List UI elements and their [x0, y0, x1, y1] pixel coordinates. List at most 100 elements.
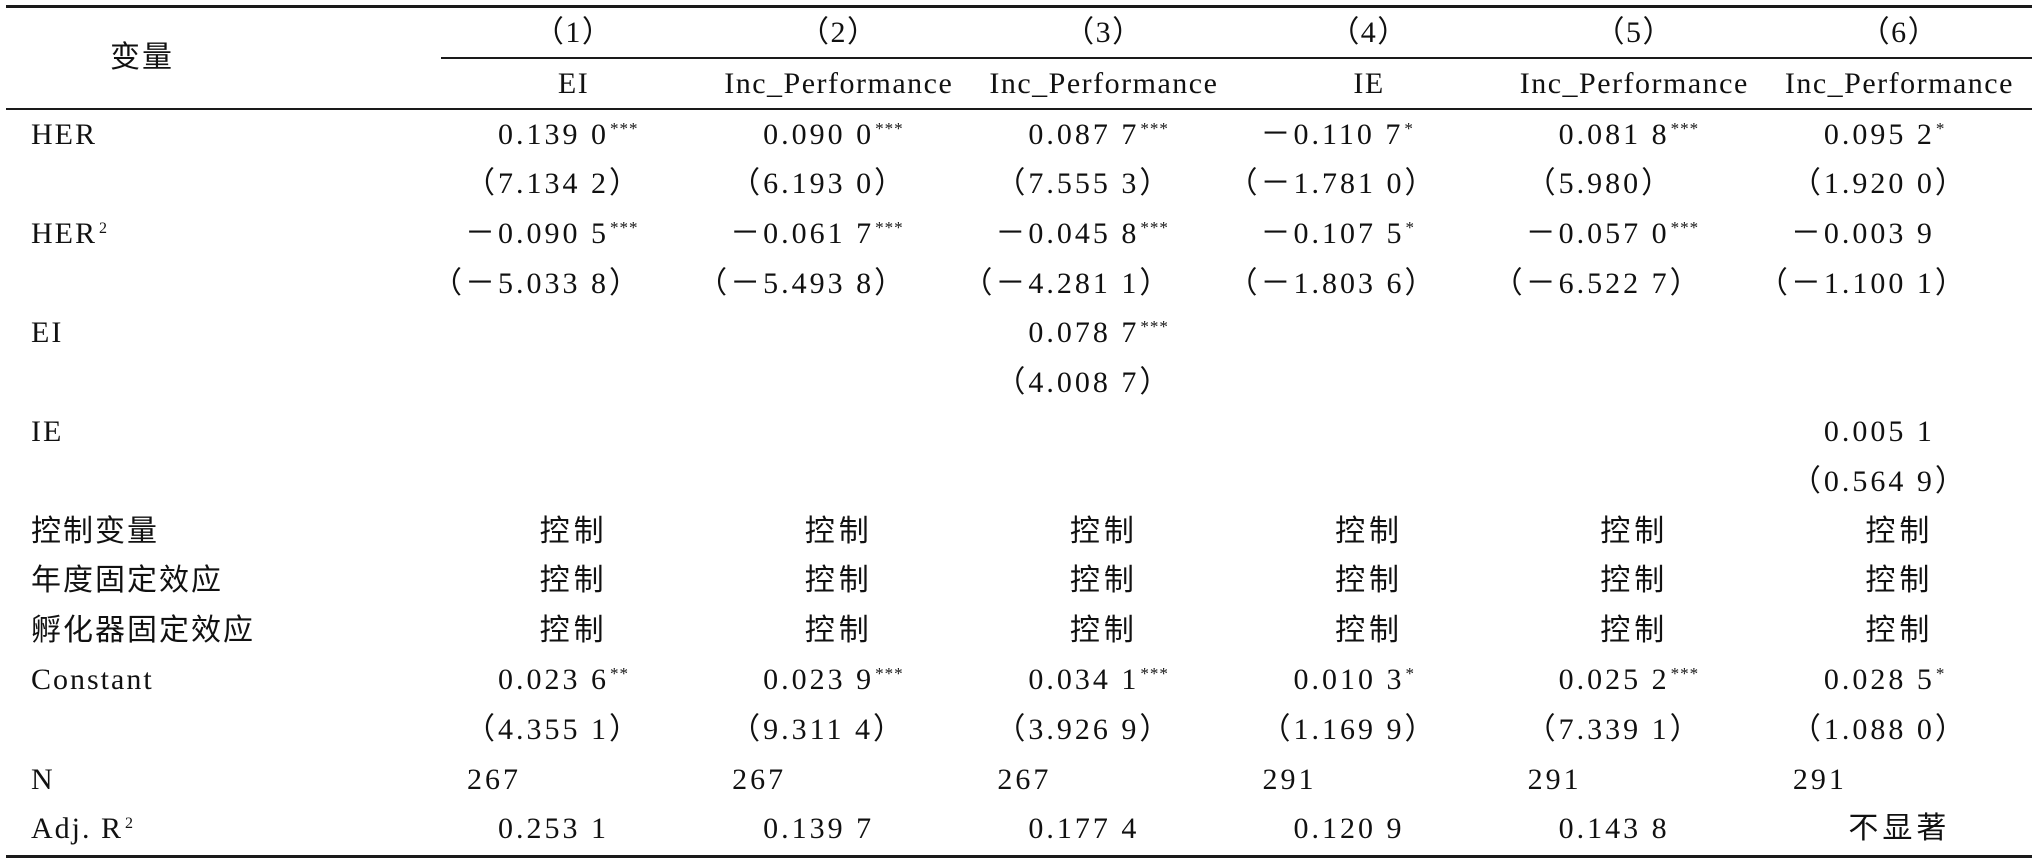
table-row: EI 0.078 7*** — [0, 308, 2032, 358]
cell-value: 291 — [1792, 762, 1847, 796]
cell-value: 0.078 7 — [1028, 316, 1140, 350]
cell-content: 291 — [1262, 762, 1316, 798]
table-cell: 267 — [971, 755, 1236, 805]
table-cell: 0.081 8*** — [1502, 110, 1767, 160]
header-middle-rule — [441, 57, 2032, 59]
cell-content: （7.134 2） — [465, 166, 642, 202]
table-row: 控制变量 控制 控制 控制 控制 控制 控制 — [0, 507, 2032, 557]
table-row: （4.355 1） （9.311 4） （3.926 9） （1.169 9） （7.3… — [0, 705, 2032, 755]
table-row: Constant 0.023 6** 0.023 9*** 0.034 1*** 0.0… — [0, 656, 2032, 706]
cell-value: 控制 — [1600, 564, 1669, 598]
cell-value: （－5.493 8） — [697, 266, 908, 300]
cell-value: －0.107 5 — [1260, 216, 1405, 250]
cell-content: 291 — [1528, 762, 1582, 798]
cell-content: 控制 — [1070, 563, 1138, 599]
cell-content: 控制 — [1600, 514, 1668, 550]
table-row: （－5.033 8） （－5.493 8） （－4.281 1） （－1.803 6）… — [0, 259, 2032, 309]
table-cell: 0.143 8 — [1502, 804, 1767, 854]
table-cell — [706, 308, 971, 358]
table-cell: 0.139 7 — [706, 804, 971, 854]
row-label-content: HER 2 — [31, 216, 107, 252]
table-cell: 0.034 1*** — [971, 656, 1236, 706]
row-label-content: N — [31, 762, 55, 798]
table-top-rule — [6, 5, 2032, 8]
table-row: （0.564 9） — [0, 457, 2032, 507]
table-cell: －0.003 9 — [1767, 209, 2032, 259]
table-cell: 291 — [1767, 755, 2032, 805]
significance-stars: *** — [1670, 118, 1700, 138]
row-label-text: Adj. R — [31, 812, 124, 846]
dependent-variable-row: EI Inc_Performance Inc_Performance IE Inc_Pe… — [441, 59, 2032, 108]
table-cell: 控制 — [1502, 556, 1767, 606]
cell-content: （－5.493 8） — [697, 266, 907, 302]
cell-value: （1.920 0） — [1790, 167, 1968, 201]
cell-value: 控制 — [539, 514, 608, 548]
cell-value: －0.057 0 — [1525, 216, 1670, 250]
table-row: N 267 267 267 291 291 291 — [0, 755, 2032, 805]
row-label-text: HER — [31, 117, 97, 151]
table-cell: 0.010 3* — [1236, 656, 1501, 706]
table-cell: 控制 — [1236, 556, 1501, 606]
table-cell: 控制 — [441, 507, 706, 557]
table-row: 年度固定效应 控制 控制 控制 控制 控制 控制 — [0, 556, 2032, 606]
table-cell: 0.078 7*** — [971, 308, 1236, 358]
table-cell — [706, 358, 971, 408]
row-label-content: HER — [31, 117, 97, 153]
cell-value: 控制 — [1865, 514, 1934, 548]
row-label: HER 2 — [0, 209, 441, 259]
cell-value: 控制 — [1600, 613, 1669, 647]
cell-content: （6.193 0） — [730, 166, 907, 202]
row-label-text: Constant — [31, 663, 154, 697]
table-cell: （6.193 0） — [706, 160, 971, 210]
cell-value: 不显著 — [1848, 812, 1951, 846]
table-cell: 控制 — [971, 556, 1236, 606]
row-label — [0, 358, 441, 408]
dependent-variable: Inc_Performance — [989, 66, 1219, 100]
table-cell — [1767, 308, 2032, 358]
cell-value: （5.980） — [1525, 167, 1675, 201]
row-label-text: 年度固定效应 — [31, 564, 223, 598]
column-number-row: （1） （2） （3） （4） （5） （6） — [441, 8, 2032, 57]
cell-content: －0.057 0*** — [1526, 216, 1700, 252]
dependent-variable: Inc_Performance — [1519, 66, 1749, 100]
table-cell — [1236, 308, 1501, 358]
table-cell: 控制 — [706, 556, 971, 606]
significance-stars: * — [1404, 118, 1414, 138]
cell-value: 0.025 2 — [1558, 663, 1670, 697]
table-cell: 控制 — [706, 606, 971, 656]
table-cell: （1.169 9） — [1236, 705, 1501, 755]
cell-content: 控制 — [1865, 563, 1933, 599]
row-label: HER — [0, 110, 441, 160]
cell-content: 0.143 8 — [1559, 811, 1670, 847]
table-cell — [1502, 358, 1767, 408]
cell-value: 控制 — [539, 564, 608, 598]
table-cell: 0.120 9 — [1236, 804, 1501, 854]
significance-stars: * — [1935, 118, 1946, 138]
significance-stars: *** — [875, 217, 904, 237]
cell-content: 0.034 1*** — [1028, 662, 1169, 698]
cell-content: 0.087 7*** — [1028, 117, 1169, 153]
table-cell: 0.090 0*** — [706, 110, 971, 160]
row-label-content: Constant — [31, 662, 154, 698]
cell-content: （－1.781 0） — [1227, 166, 1437, 202]
significance-stars: *** — [610, 217, 639, 237]
cell-value: 控制 — [1865, 564, 1934, 598]
row-label-text: EI — [31, 316, 64, 350]
cell-value: （7.339 1） — [1525, 712, 1703, 746]
cell-content: 0.253 1 — [498, 811, 609, 847]
cell-value: 0.177 4 — [1028, 812, 1140, 846]
table-cell — [971, 457, 1236, 507]
table-cell: 291 — [1236, 755, 1501, 805]
table-cell: 控制 — [706, 507, 971, 557]
cell-value: （0.564 9） — [1790, 464, 1968, 498]
cell-value: 0.087 7 — [1028, 117, 1140, 151]
table-cell: （－1.781 0） — [1227, 160, 1501, 210]
cell-value: 控制 — [1335, 514, 1404, 548]
table-cell: 控制 — [1767, 507, 2032, 557]
cell-content: 0.005 1 — [1824, 414, 1935, 450]
cell-content: －0.003 9 — [1791, 216, 1935, 252]
cell-content: （－6.522 7） — [1493, 266, 1703, 302]
table-cell: （7.339 1） — [1502, 705, 1767, 755]
cell-content: 0.023 6** — [498, 662, 629, 698]
